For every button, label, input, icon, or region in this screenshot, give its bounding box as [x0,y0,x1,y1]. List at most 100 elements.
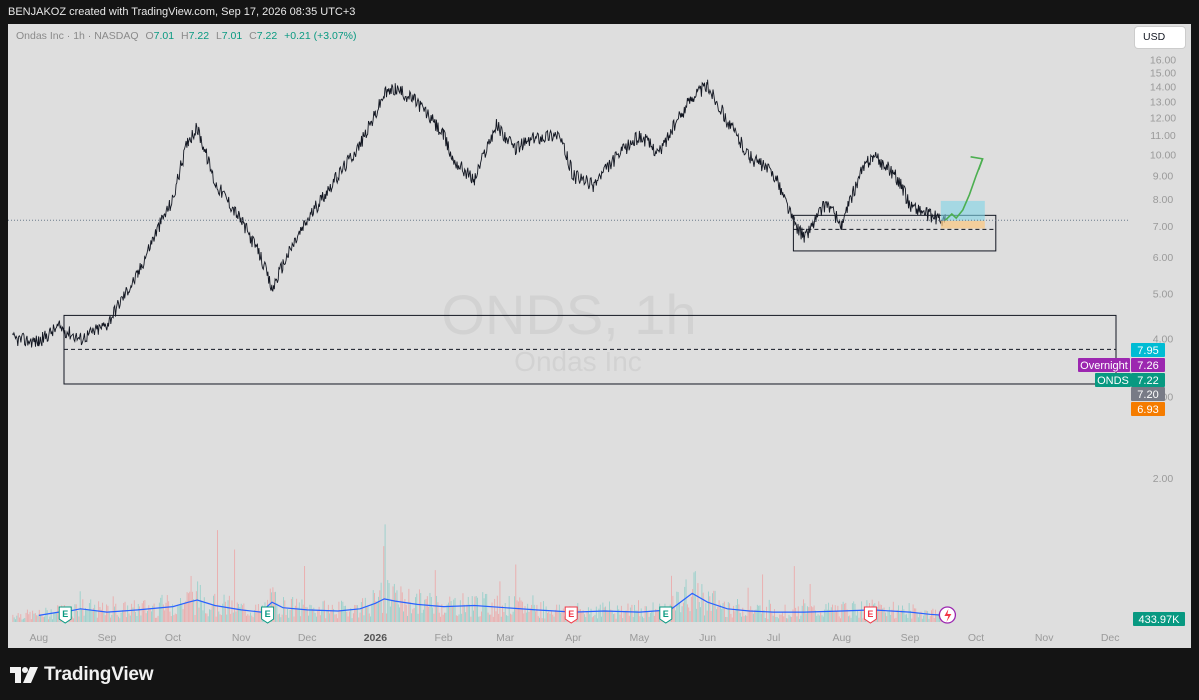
stop-price-tag-bg [1131,402,1165,416]
volume-bar [168,601,170,622]
volume-bar [235,611,237,622]
volume-bar [788,614,790,622]
volume-bar [17,613,19,622]
volume-bar [91,610,93,622]
volume-bar [149,608,151,622]
volume-bar [928,618,930,622]
x-tick-label: Sep [98,632,117,644]
volume-bar [803,599,804,622]
volume-bar [160,597,162,622]
volume-bar [243,603,245,622]
volume-bar [879,604,881,622]
volume-bar [630,607,632,622]
volume-bar [477,597,478,622]
volume-bar [924,610,926,622]
volume-bar [796,616,798,622]
volume-bar [755,609,757,622]
volume-bar [807,606,808,622]
volume-bar [125,617,127,622]
low-value: 7.01 [221,30,243,42]
volume-bar [432,607,434,622]
volume-bar [771,611,773,622]
volume-bar [821,615,823,622]
volume-bar [888,606,890,622]
volume-bar [841,604,843,622]
volume-bar [309,604,311,622]
volume-bar [694,571,696,622]
volume-bar [829,609,831,622]
volume-bar [362,598,364,622]
volume-bar [312,608,313,622]
volume-bar [107,605,109,622]
volume-bar [217,530,218,622]
forecast-path [944,158,984,221]
volume-bar [723,601,725,622]
volume-bar [26,609,28,622]
volume-bar [260,608,262,622]
volume-bar [190,575,192,622]
volume-bar [639,616,641,622]
currency-button[interactable]: USD [1135,27,1185,48]
volume-bar [87,610,89,622]
y-tick-label: 2.00 [1153,473,1174,485]
volume-bar [458,614,460,622]
x-tick-label: Nov [1035,632,1054,644]
volume-bar [153,603,155,622]
earnings-badge [564,606,578,624]
prev-price-tag: 7.20 [1131,387,1165,401]
volume-bar [187,593,189,622]
volume-bar [484,593,486,622]
volume-bar [144,600,146,622]
chart-panel[interactable]: ONDS, 1h Ondas Inc 16.00 15.00 14.00 13.00 12.… [8,24,1191,648]
volume-bar [623,610,625,622]
volume-bar [549,613,551,622]
volume-bar [118,616,119,622]
volume-bar [602,602,604,622]
volume-bar [283,597,284,622]
volume-bar [54,612,56,622]
volume-bar [709,596,711,622]
volume-bar [836,611,837,622]
volume-bar [628,615,630,622]
volume-bar [319,615,321,622]
volume-bar [52,619,53,622]
volume-bar [933,618,935,622]
volume-bar [531,604,533,622]
volume-bar [441,604,443,622]
volume-bar [378,596,379,622]
volume-bar [115,603,117,622]
volume-bar [298,602,300,622]
volume-bar [713,590,715,622]
volume-bar [131,603,133,622]
last-price-tag-bg [1131,373,1165,387]
volume-bar [548,611,550,622]
volume-bar [884,612,886,622]
volume-bar [202,610,204,622]
volume-bar [516,600,518,622]
volume-bar [252,617,254,622]
volume-bar [578,609,580,622]
volume-bar [673,607,675,622]
volume-bar [246,615,247,622]
target-price-tag-bg [1131,343,1165,357]
volume-bar [692,589,694,622]
volume-bar [882,608,884,622]
earnings-badge [58,606,72,624]
change-value: +0.21 (+3.07%) [284,30,357,42]
volume-bar [194,615,196,622]
volume-bar [448,602,449,622]
volume-bar [791,616,793,622]
volume-bar [847,616,849,622]
volume-bar [313,607,315,622]
x-tick-label: Oct [968,632,984,644]
volume-bar [540,602,542,622]
volume-bar [40,614,42,622]
volume-bar [671,575,672,622]
volume-bar [173,615,175,622]
volume-bar [185,601,187,622]
volume-bar [116,615,118,622]
volume-bar [370,616,372,622]
volume-bar [646,606,647,622]
